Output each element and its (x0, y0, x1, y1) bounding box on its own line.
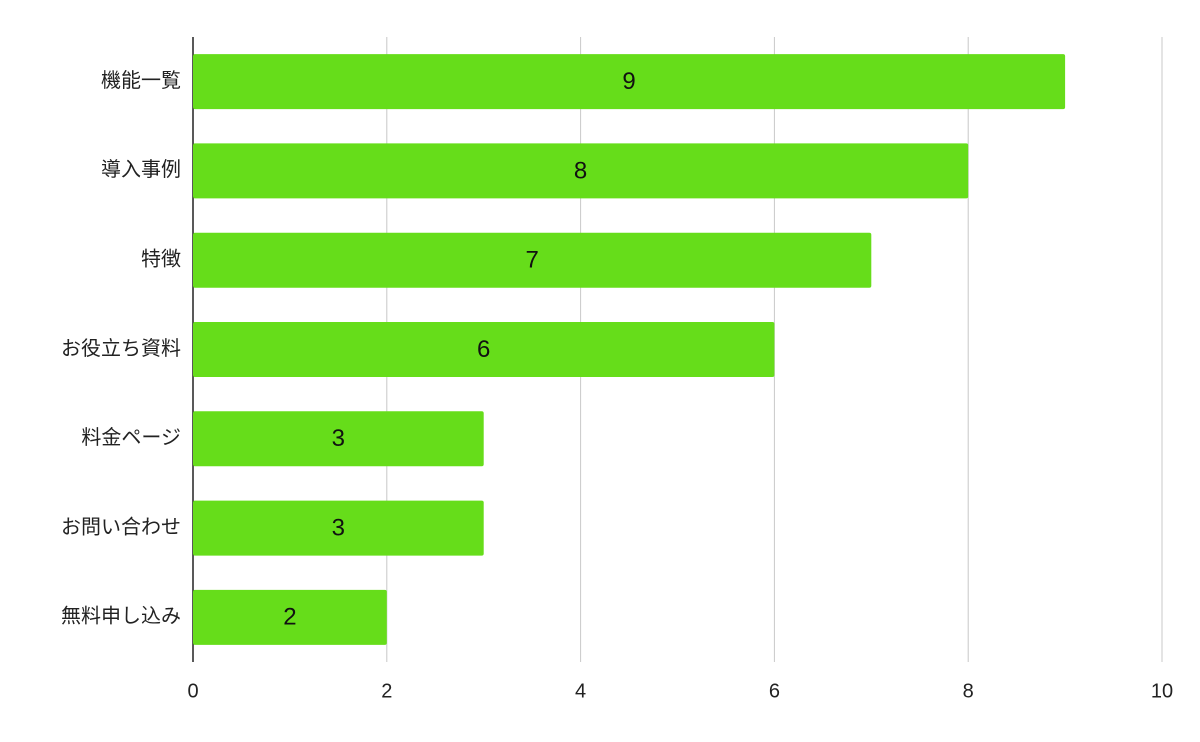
bar (193, 54, 1066, 110)
x-tick-label: 6 (769, 680, 780, 702)
bar (193, 411, 484, 467)
data-label: 2 (283, 604, 296, 631)
y-tick-label: 特徴 (141, 247, 181, 270)
y-tick-label: 機能一覧 (101, 69, 181, 92)
x-tick-label: 0 (187, 680, 198, 702)
y-tick-label: 料金ページ (81, 426, 181, 449)
data-label: 7 (525, 247, 538, 274)
data-label: 8 (574, 157, 587, 184)
y-tick-label: 無料申し込み (61, 605, 181, 628)
y-tick-label: お役立ち資料 (61, 337, 181, 360)
x-tick-label: 4 (575, 680, 586, 702)
data-label: 9 (622, 68, 635, 95)
bar (193, 500, 484, 556)
bar (193, 589, 387, 645)
bar (193, 232, 872, 288)
data-label: 6 (477, 336, 490, 363)
x-tick-label: 2 (381, 680, 392, 702)
bar (193, 143, 969, 199)
bar (193, 322, 775, 377)
data-label: 3 (332, 514, 345, 541)
x-tick-label: 8 (963, 680, 974, 702)
y-tick-label: お問い合わせ (61, 515, 181, 538)
x-tick-label: 10 (1151, 680, 1173, 702)
data-label: 3 (332, 425, 345, 452)
y-tick-label: 導入事例 (101, 158, 181, 181)
